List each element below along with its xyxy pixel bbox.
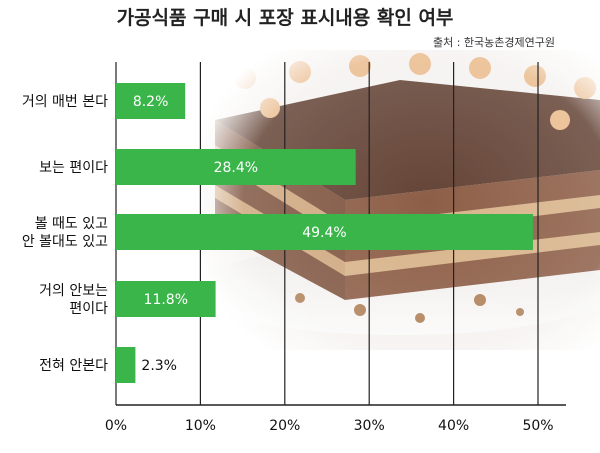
- data-label-0: 8.2%: [133, 94, 169, 110]
- bar-1: [116, 149, 356, 185]
- data-label-1: 28.4%: [214, 160, 258, 176]
- category-label-2-0: 볼 때도 있고: [35, 216, 108, 232]
- category-label-0-0: 거의 매번 본다: [22, 94, 108, 110]
- bar-2: [116, 214, 533, 250]
- x-tick-label-0: 0%: [105, 418, 127, 434]
- category-label-3-1: 편이다: [69, 301, 108, 317]
- x-tick-label-10: 10%: [185, 418, 216, 434]
- x-tick-label-40: 40%: [438, 418, 469, 434]
- data-label-2: 49.4%: [302, 225, 346, 241]
- bar-3: [116, 281, 216, 317]
- chart-source: 출처 : 한국농촌경제연구원: [433, 36, 555, 49]
- chart-title: 가공식품 구매 시 포장 표시내용 확인 여부: [117, 6, 454, 29]
- bars: [116, 83, 533, 383]
- category-label-1-0: 보는 편이다: [39, 160, 108, 176]
- category-label-3-0: 거의 안보는: [39, 283, 108, 299]
- bar-4: [116, 347, 136, 383]
- x-tick-label-30: 30%: [354, 418, 385, 434]
- value-labels: 8.2% 28.4% 49.4% 11.8% 2.3%: [133, 94, 347, 374]
- data-label-3: 11.8%: [144, 292, 188, 308]
- data-label-4: 2.3%: [141, 358, 177, 374]
- x-tick-label-50: 50%: [522, 418, 553, 434]
- x-axis: 0% 10% 20% 30% 40% 50%: [105, 404, 566, 434]
- x-tick-label-20: 20%: [269, 418, 300, 434]
- category-label-4-0: 전혀 안본다: [39, 358, 108, 374]
- category-label-2-1: 안 볼대도 있고: [22, 234, 108, 250]
- bar-0: [116, 83, 186, 119]
